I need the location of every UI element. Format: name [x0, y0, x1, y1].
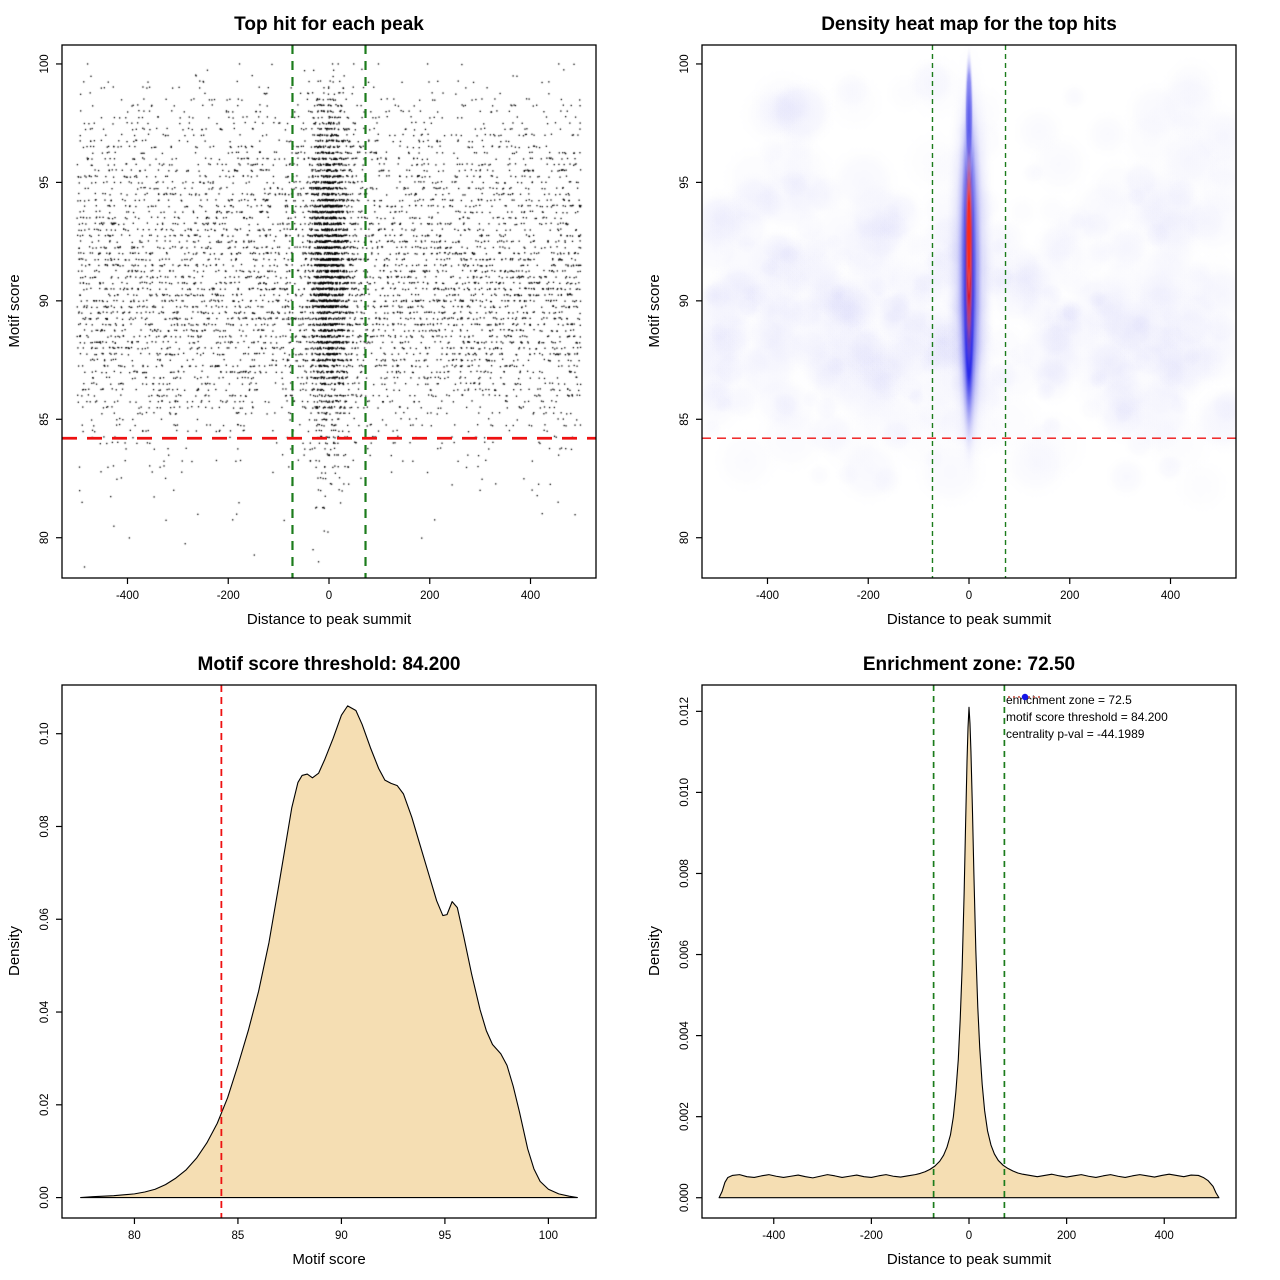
y-tick-label: 0.08 — [39, 815, 51, 837]
y-tick-label: 95 — [679, 176, 691, 189]
panel-scatter: Top hit for each peak Distance to peak s… — [0, 0, 640, 640]
x-tick-label: 0 — [966, 590, 972, 602]
y-axis-label: Motif score — [6, 274, 23, 347]
y-tick-label: 0.00 — [39, 1186, 51, 1208]
y-axis-label: Density — [6, 925, 23, 976]
plot-border — [61, 44, 597, 579]
heatmap-axes: Density heat map for the top hits Distan… — [646, 14, 1237, 628]
x-tick-label: 90 — [335, 1230, 348, 1242]
y-tick-label: 0.04 — [39, 1000, 51, 1023]
x-tick-label: -200 — [217, 590, 240, 602]
legend-item-centrality-pval: centrality p-val = -44.1989 — [1006, 693, 1168, 743]
legend-label: centrality p-val = -44.1989 — [1006, 727, 1145, 741]
legend-label: motif score threshold = 84.200 — [1006, 710, 1168, 724]
scatter-axes-built: -400 -200 0 200 400 80 85 90 95 100 — [39, 44, 597, 602]
score-density-plot: Motif score threshold: 84.200 Motif scor… — [6, 654, 597, 1268]
plot-border — [701, 44, 1237, 579]
heatmap-density-canvas — [640, 0, 1280, 640]
distance-density-built: -400 -200 0 200 400 0.000 0.002 0.004 0.006 0.008… — [679, 684, 1237, 1242]
y-tick-label: 0.002 — [679, 1102, 691, 1131]
y-tick-label: 0.000 — [679, 1183, 691, 1212]
legend: enrichment zone = 72.5 motif score thres… — [1006, 692, 1168, 743]
y-tick-label: 90 — [679, 294, 691, 307]
y-tick-label: 0.006 — [679, 940, 691, 969]
x-tick-label: 85 — [232, 1230, 245, 1242]
y-tick-label: 0.06 — [39, 908, 51, 930]
x-tick-label: 80 — [128, 1230, 141, 1242]
y-tick-label: 0.02 — [39, 1094, 51, 1116]
scatter-axes: Top hit for each peak Distance to peak s… — [6, 14, 597, 628]
density-curve — [80, 705, 578, 1199]
x-tick-label: 200 — [420, 590, 439, 602]
y-tick-label: 100 — [679, 54, 691, 73]
y-tick-label: 0.012 — [679, 697, 691, 726]
x-tick-label: 100 — [539, 1230, 558, 1242]
panel-title: Top hit for each peak — [234, 14, 424, 35]
panel-distance-density: Enrichment zone: 72.50 Distance to peak … — [640, 640, 1280, 1280]
panel-heatmap: Density heat map for the top hits Distan… — [640, 0, 1280, 640]
y-tick-label: 0.10 — [39, 723, 51, 745]
y-tick-label: 80 — [679, 531, 691, 544]
y-tick-label: 85 — [679, 413, 691, 426]
x-tick-label: -200 — [857, 590, 880, 602]
y-axis-label: Motif score — [646, 274, 663, 347]
x-tick-label: 400 — [1155, 1230, 1174, 1242]
y-tick-label: 85 — [39, 413, 51, 426]
x-tick-label: 95 — [439, 1230, 452, 1242]
y-tick-label: 95 — [39, 176, 51, 189]
panel-score-density: Motif score threshold: 84.200 Motif scor… — [0, 640, 640, 1280]
legend-item-motif-score-threshold: motif score threshold = 84.200 — [1006, 696, 1168, 726]
y-tick-label: 0.008 — [679, 859, 691, 888]
x-tick-label: -200 — [860, 1230, 883, 1242]
x-tick-label: 400 — [1161, 590, 1180, 602]
x-axis-label: Distance to peak summit — [887, 611, 1052, 628]
y-tick-label: 0.004 — [679, 1021, 691, 1050]
blue-point-icon — [1021, 693, 1029, 701]
distance-density-plot: Enrichment zone: 72.50 Distance to peak … — [646, 654, 1237, 1268]
score-density-built: 80 85 90 95 100 0.00 0.02 0.04 0.06 0.08 0.10 — [39, 684, 597, 1242]
panel-title: Enrichment zone: 72.50 — [863, 654, 1075, 675]
x-tick-label: -400 — [762, 1230, 785, 1242]
y-tick-label: 100 — [39, 54, 51, 73]
x-tick-label: -400 — [756, 590, 779, 602]
x-tick-label: 0 — [966, 1230, 972, 1242]
x-tick-label: 400 — [521, 590, 540, 602]
y-axis-label: Density — [646, 925, 663, 976]
y-tick-label: 90 — [39, 294, 51, 307]
y-tick-label: 0.010 — [679, 778, 691, 807]
x-tick-label: 0 — [326, 590, 332, 602]
x-tick-label: 200 — [1057, 1230, 1076, 1242]
x-tick-label: -400 — [116, 590, 139, 602]
plot-border — [61, 684, 597, 1219]
x-axis-label: Distance to peak summit — [887, 1251, 1052, 1268]
x-axis-label: Motif score — [292, 1251, 365, 1268]
y-tick-label: 80 — [39, 531, 51, 544]
legend-label: enrichment zone = 72.5 — [1006, 693, 1132, 707]
panel-title: Motif score threshold: 84.200 — [198, 654, 461, 675]
scatter-points-canvas — [0, 0, 640, 640]
heatmap-axes-built: -400 -200 0 200 400 80 85 90 95 100 — [679, 44, 1237, 602]
x-axis-label: Distance to peak summit — [247, 611, 412, 628]
panel-title: Density heat map for the top hits — [821, 14, 1117, 35]
x-tick-label: 200 — [1060, 590, 1079, 602]
density-curve — [718, 706, 1220, 1199]
